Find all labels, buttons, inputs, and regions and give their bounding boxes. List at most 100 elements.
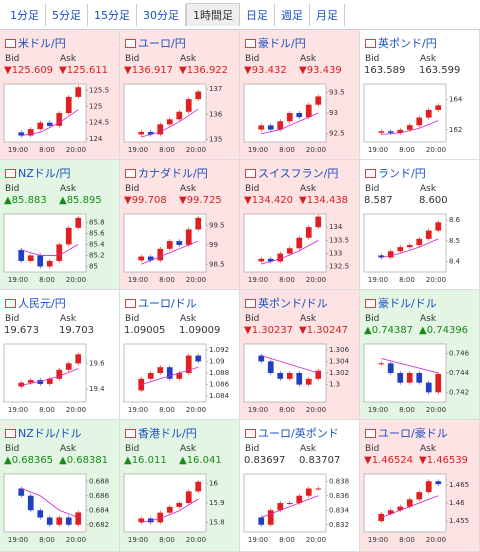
x-tick-label: 19:00 [128,536,148,544]
x-tick-label: 20:00 [186,276,206,284]
rate-cell: ランド/円 Bid Ask 8.587 8.600 8.6 8.5 8.4 19:00 8:00 2… [360,160,480,290]
pair-link[interactable]: カナダドル/円 [125,165,208,181]
rate-cell: ユーロ/英ポンド Bid Ask 0.83697 0.83707 0.838 0.836 0.… [240,420,360,552]
y-tick-label: 0.686 [89,492,110,500]
moving-average [21,244,79,256]
pair-link[interactable]: 英ポンド/ドル [245,295,328,311]
candle [397,247,404,252]
y-tick-label: 1.46 [449,499,465,507]
tab[interactable]: 5分足 [46,3,88,26]
x-tick-label: 8:00 [39,276,55,284]
y-tick-label: 85.8 [89,218,105,226]
candle [37,510,44,518]
pair-name: 英ポンド/ドル [258,297,328,310]
candle [65,96,72,113]
pair-link[interactable]: ユーロ/英ポンド [245,425,339,441]
candle [147,256,154,261]
rate-cell: 英ポンド/円 Bid Ask 163.589 163.599 164 162 19:00 8:0… [360,30,480,160]
pair-link[interactable]: NZドル/ドル [5,425,81,441]
candle [195,355,202,362]
tab[interactable]: 30分足 [137,3,186,26]
pair-link[interactable]: ユーロ/豪ドル [365,425,448,441]
candle [406,373,413,383]
y-tick-label: 1.465 [449,481,469,489]
pair-link[interactable]: 英ポンド/円 [365,35,437,51]
bid-value: ▲0.74387 [364,325,414,336]
ask-value: ▲85.895 [59,195,102,206]
candle [267,510,274,525]
tab[interactable]: 1時間足 [186,3,240,26]
x-tick-label: 8:00 [39,536,55,544]
moving-average [261,112,319,135]
tab[interactable]: 週足 [275,3,310,26]
tab[interactable]: 15分足 [88,3,137,26]
flag-icon [125,168,136,178]
rate-cell: ユーロ/円 Bid Ask ▼136.917 ▼136.922 137 136 135 19:0… [120,30,240,160]
pair-link[interactable]: スイスフラン/円 [245,165,338,181]
y-tick-label: 98.5 [209,260,225,268]
y-tick-label: 1.306 [329,346,350,354]
candle [315,370,322,379]
bid-label: Bid [125,444,140,454]
x-tick-label: 19:00 [128,276,148,284]
candle [416,373,423,383]
mini-chart: 134 133.5 133 132.5 19:00 8:00 20:00 [243,213,349,284]
flag-icon [125,428,136,438]
x-tick-label: 20:00 [186,146,206,154]
moving-average [381,495,439,518]
y-tick-label: 85 [89,262,98,270]
moving-average [21,488,79,518]
flag-icon [365,298,376,308]
pair-link[interactable]: 豪ドル/ドル [365,295,437,311]
pair-link[interactable]: NZドル/円 [5,165,70,181]
rate-cell: NZドル/円 Bid Ask ▲85.883 ▲85.895 85.8 85.6 85.4 85… [0,160,120,290]
tab[interactable]: 月足 [310,3,345,26]
pair-link[interactable]: 豪ドル/円 [245,35,306,51]
y-tick-label: 0.832 [329,521,349,529]
pair-name: 米ドル/円 [18,37,66,50]
candle [277,253,284,262]
pair-link[interactable]: 米ドル/円 [5,35,66,51]
y-tick-label: 133.5 [329,236,349,244]
ask-label: Ask [420,54,437,64]
candle [185,355,192,373]
tab[interactable]: 日足 [240,3,275,26]
candle [56,517,63,525]
candle [315,96,322,105]
pair-link[interactable]: ランド/円 [365,165,426,181]
ask-value: 163.599 [419,65,461,76]
x-tick-label: 19:00 [248,536,268,544]
flag-icon [365,168,376,178]
candle [166,367,173,379]
bid-value: 19.673 [4,325,39,336]
ask-value: 0.83707 [299,455,341,466]
mini-chart: 16 15.9 15.8 19:00 8:00 20:00 [123,473,225,544]
y-tick-label: 1.088 [209,369,229,377]
pair-link[interactable]: 人民元/円 [5,295,66,311]
candle [305,488,312,496]
mini-chart: 1.465 1.46 1.455 19:00 8:00 20:00 [363,473,469,544]
tab[interactable]: 1分足 [4,3,46,26]
bid-value: ▼99.708 [124,195,167,206]
candle [286,503,293,504]
pair-name: NZドル/円 [18,167,71,180]
flag-icon [125,38,136,48]
x-tick-label: 20:00 [66,406,86,414]
pair-link[interactable]: 香港ドル/円 [125,425,197,441]
moving-average [261,355,319,374]
pair-link[interactable]: ユーロ/円 [125,35,186,51]
candle [296,113,303,118]
bid-label: Bid [125,54,140,64]
candle [157,124,164,135]
candle [138,518,145,523]
bid-label: Bid [365,444,380,454]
x-tick-label: 20:00 [66,536,86,544]
y-tick-label: 124 [89,135,103,143]
bid-label: Bid [5,444,20,454]
mini-chart: 19.6 19.4 19:00 8:00 20:00 [3,343,105,414]
x-tick-label: 8:00 [39,146,55,154]
x-tick-label: 20:00 [426,536,446,544]
pair-link[interactable]: ユーロ/ドル [125,295,197,311]
ask-label: Ask [420,184,437,194]
candle [378,363,385,365]
